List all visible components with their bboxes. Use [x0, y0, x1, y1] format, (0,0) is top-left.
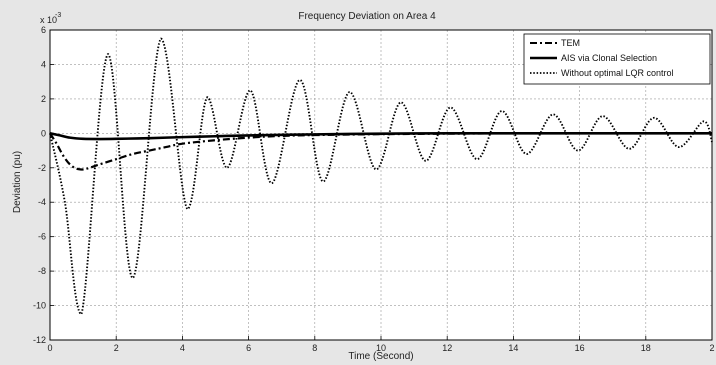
x-tick-label: 6 — [246, 343, 251, 353]
y-tick-label: 6 — [41, 25, 46, 35]
x-tick-label: 4 — [180, 343, 185, 353]
y-tick-label: -12 — [33, 335, 46, 345]
y-tick-label: -6 — [38, 232, 46, 242]
y-tick-label: 0 — [41, 128, 46, 138]
x-tick-label: 18 — [641, 343, 651, 353]
y-tick-label: 2 — [41, 94, 46, 104]
legend: TEM AIS via Clonal Selection Without opt… — [523, 33, 711, 85]
axis-ticks: 0 2 4 6 8 10 12 14 16 18 2 6 4 2 0 -2 -4 -6 -8 -10 -12 — [33, 25, 715, 353]
series-lines — [49, 37, 713, 316]
series-line-tem — [49, 132, 712, 171]
series-line-ais-clonal-selection — [49, 132, 712, 141]
x-tick-label: 16 — [575, 343, 585, 353]
y-tick-label: -10 — [33, 301, 46, 311]
legend-label-without-lqr: Without optimal LQR control — [561, 68, 674, 78]
y-tick-label: 4 — [41, 59, 46, 69]
x-tick-label: 10 — [376, 343, 386, 353]
legend-label-tem: TEM — [561, 38, 580, 48]
x-tick-label: 2 — [709, 343, 714, 353]
x-tick-label: 12 — [442, 343, 452, 353]
y-axis-multiplier-exponent: -3 — [55, 12, 61, 19]
x-axis-label: Time (Second) — [348, 351, 413, 362]
x-tick-label: 14 — [508, 343, 518, 353]
y-tick-label: -2 — [38, 163, 46, 173]
y-tick-label: -8 — [38, 266, 46, 276]
y-axis-label: Deviation (pu) — [12, 151, 23, 213]
chart-title: Frequency Deviation on Area 4 — [298, 11, 436, 22]
legend-label-ais: AIS via Clonal Selection — [561, 53, 657, 63]
plot-frame — [49, 29, 713, 341]
x-tick-label: 8 — [312, 343, 317, 353]
y-tick-label: -4 — [38, 197, 46, 207]
x-tick-label: 2 — [114, 343, 119, 353]
y-axis-multiplier: x 10 — [40, 15, 57, 25]
x-tick-label: 0 — [47, 343, 52, 353]
